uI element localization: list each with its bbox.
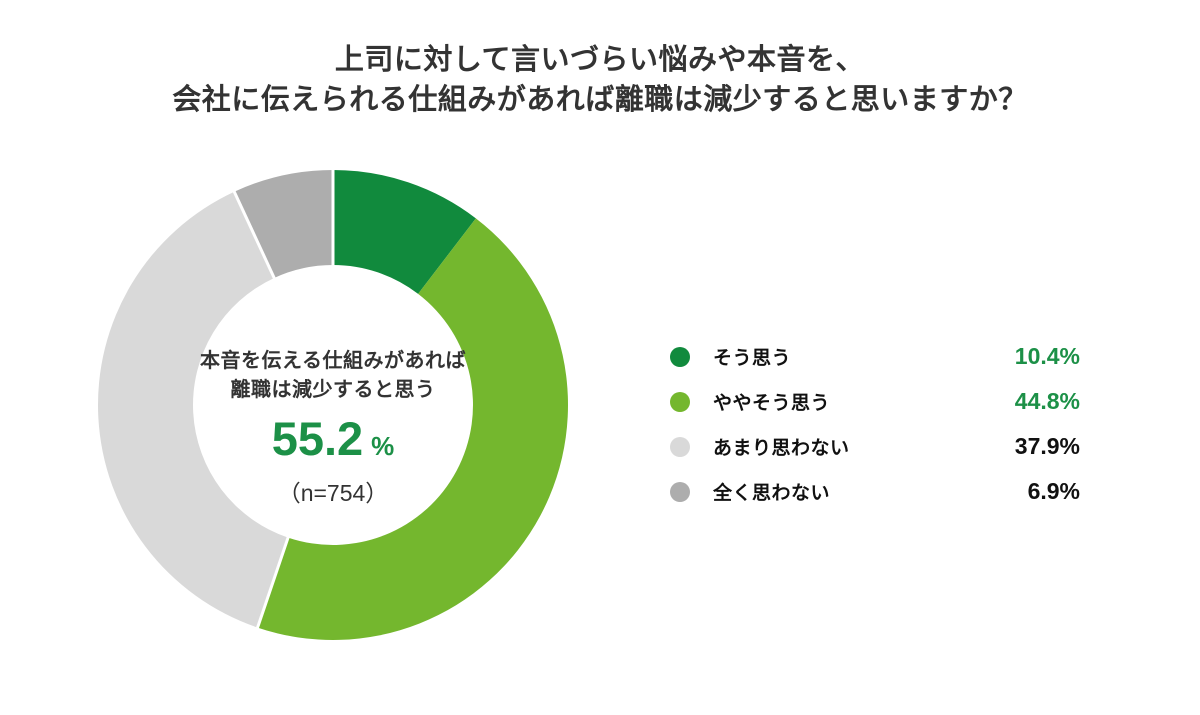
legend: そう思う 10.4% ややそう思う 44.8% あまり思わない 37.9% 全く… bbox=[670, 334, 1080, 514]
legend-item-label: そう思う bbox=[713, 348, 792, 369]
legend-item: あまり思わない 37.9% bbox=[670, 424, 1080, 469]
legend-item-label: 全く思わない bbox=[713, 483, 831, 504]
donut-center-label-line-1: 本音を伝える仕組みがあれば bbox=[200, 350, 466, 372]
legend-item: ややそう思う 44.8% bbox=[670, 379, 1080, 424]
donut-center-label-line-2: 離職は減少すると思う bbox=[230, 379, 436, 401]
legend-item: 全く思わない 6.9% bbox=[670, 469, 1080, 514]
donut-segment-3 bbox=[234, 170, 333, 278]
segment-separator bbox=[255, 536, 290, 630]
legend-dot-icon bbox=[670, 481, 690, 502]
donut-sample-size: （n=754） bbox=[277, 479, 389, 506]
legend-item-label: ややそう思う bbox=[713, 393, 831, 414]
legend-dot-icon bbox=[670, 436, 690, 457]
title-line-1: 上司に対して言いづらい悩みや本音を、 bbox=[334, 44, 866, 76]
legend-item-value: 6.9% bbox=[1027, 478, 1080, 504]
donut-center-value-row: 55.2% bbox=[183, 413, 483, 465]
segment-separator bbox=[232, 190, 276, 280]
donut-segment-2 bbox=[97, 191, 289, 628]
donut-center-label: 本音を伝える仕組みがあれば 離職は減少すると思う bbox=[183, 347, 483, 405]
donut-chart bbox=[97, 169, 569, 641]
donut-center-value: 55.2 bbox=[271, 412, 364, 465]
title-line-2: 会社に伝えられる仕組みがあれば離職は減少すると思いますか？ bbox=[172, 84, 1028, 117]
legend-item: そう思う 10.4% bbox=[670, 334, 1080, 379]
legend-dot-icon bbox=[670, 391, 690, 412]
legend-item-label: あまり思わない bbox=[713, 438, 850, 459]
legend-dot-icon bbox=[670, 346, 690, 367]
donut-segment-1 bbox=[257, 218, 569, 641]
donut-center-text: 本音を伝える仕組みがあれば 離職は減少すると思う 55.2% （n=754） bbox=[183, 347, 483, 508]
legend-item-value: 44.8% bbox=[1014, 388, 1080, 414]
legend-item-value: 10.4% bbox=[1014, 343, 1080, 369]
legend-item-value: 37.9% bbox=[1014, 433, 1080, 459]
survey-title: 上司に対して言いづらい悩みや本音を、 会社に伝えられる仕組みがあれば離職は減少す… bbox=[0, 40, 1200, 120]
donut-segment-0 bbox=[333, 170, 476, 294]
donut-center-unit: % bbox=[371, 431, 395, 461]
